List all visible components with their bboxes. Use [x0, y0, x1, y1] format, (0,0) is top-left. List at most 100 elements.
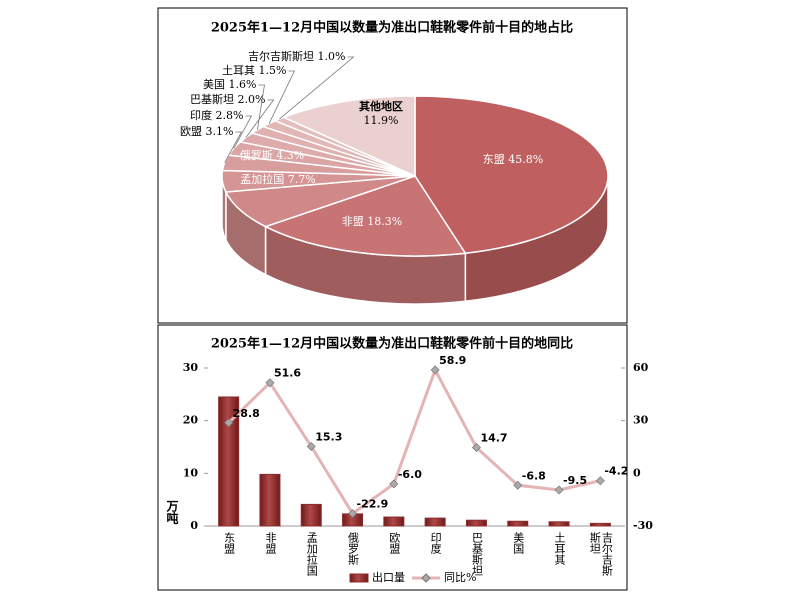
y2-tick-label: 60: [633, 361, 649, 374]
chart-title: 2025年1—12月中国以数量为准出口鞋靴零件前十目的地占比: [211, 20, 573, 36]
pie-label-group: 东盟 45.8%: [483, 153, 543, 166]
pie-value-label: 1.6%: [229, 78, 257, 91]
bar: [300, 503, 322, 527]
x-tick-label: 吉尔吉斯斯坦: [588, 532, 614, 576]
pie-label: 吉尔吉斯斯坦: [248, 49, 314, 63]
bar: [383, 516, 405, 527]
pie-label: 非盟: [342, 215, 364, 228]
leader-line: [268, 70, 296, 124]
leader-line: [257, 84, 265, 130]
legend-label: 出口量: [372, 570, 405, 584]
y-tick-label: 20: [183, 414, 199, 427]
legend-swatch: [349, 573, 369, 583]
y-tick-label: 0: [190, 519, 198, 532]
y-tick-label: 10: [183, 466, 199, 479]
x-tick-label: 土耳其: [553, 532, 567, 565]
x-tick-label: 巴基斯坦: [470, 532, 484, 576]
pie-slice: [281, 95, 416, 178]
data-label: 15.3: [315, 430, 342, 443]
data-label: 58.9: [439, 354, 466, 367]
pie-label-group: 美国 1.6%: [203, 78, 256, 91]
x-tick-label: 欧盟: [387, 532, 401, 554]
x-tick-label: 孟加拉国: [305, 532, 319, 576]
pie-label-group: 非盟 18.3%: [342, 215, 402, 228]
x-tick-label: 东盟: [222, 532, 236, 554]
marker: [224, 418, 234, 428]
pie-value-label: 3.1%: [206, 125, 234, 138]
bar: [465, 519, 487, 527]
bar: [218, 396, 240, 527]
pie-label-group: 俄罗斯 4.3%: [240, 149, 304, 162]
marker: [513, 480, 523, 490]
x-tick-label: 俄罗斯: [346, 532, 360, 565]
marker: [430, 365, 440, 375]
pie-label: 土耳其: [222, 64, 255, 77]
pie-label: 欧盟: [180, 125, 202, 138]
pie-label-group: 吉尔吉斯斯坦 1.0%: [248, 49, 345, 63]
pie-value-label: 11.9%: [364, 114, 399, 127]
pie-value-label: 2.0%: [238, 93, 266, 106]
bar: [548, 521, 570, 527]
marker: [389, 479, 399, 489]
marker: [265, 378, 275, 388]
marker: [595, 476, 605, 486]
bar: [589, 522, 611, 527]
marker: [471, 443, 481, 453]
data-label: -9.5: [563, 474, 587, 487]
chart-title: 2025年1—12月中国以数量为准出口鞋靴零件前十目的地同比: [211, 336, 573, 352]
data-label: -22.9: [357, 498, 389, 511]
x-tick-label: 非盟: [263, 532, 277, 554]
panel-border: [157, 324, 628, 591]
leader-line: [245, 99, 275, 138]
pie-label: 俄罗斯: [240, 149, 273, 162]
x-tick-label: 印度: [429, 532, 443, 554]
pie-value-label: 4.3%: [276, 149, 304, 162]
data-label: 28.8: [233, 407, 260, 420]
pie-label-group: 土耳其 1.5%: [222, 64, 286, 77]
y-axis-label: 万吨: [165, 500, 179, 524]
leader-line: [233, 115, 253, 149]
data-label: 14.7: [480, 432, 507, 445]
data-label: -4.2: [604, 465, 628, 478]
data-label: 51.6: [274, 367, 301, 380]
pie-value-label: 1.5%: [259, 64, 287, 77]
line: [227, 366, 601, 516]
legend-label: 同比%: [444, 571, 476, 584]
pie-label-group: 孟加拉国 7.7%: [240, 172, 315, 186]
pie-slice: [414, 95, 609, 255]
pie-slice: [263, 175, 467, 257]
pie-label-group: 巴基斯坦 2.0%: [190, 92, 265, 106]
leader-line: [279, 56, 355, 120]
leader-line: [224, 131, 243, 163]
legend-swatch: [421, 573, 431, 583]
bar: [507, 520, 529, 527]
y2-tick-label: 30: [633, 414, 649, 427]
y-tick-label: 30: [183, 361, 199, 374]
pie-value-label: 7.7%: [288, 173, 316, 186]
pie-label-group: 印度 2.8%: [190, 108, 243, 122]
pie-value-label: 2.8%: [216, 109, 244, 122]
marker: [348, 509, 358, 519]
data-label: -6.0: [398, 468, 422, 481]
data-label: -6.8: [522, 469, 546, 482]
pie-value-label: 1.0%: [318, 50, 346, 63]
panel-border: [157, 7, 628, 324]
pie-label-group: 欧盟 3.1%: [180, 125, 233, 138]
marker: [554, 485, 564, 495]
pie-value-label: 18.3%: [367, 215, 402, 228]
pie-label: 巴基斯坦: [190, 92, 234, 106]
pie-label: 孟加拉国: [240, 172, 284, 186]
bar: [424, 517, 446, 527]
pie-label: 印度: [190, 108, 212, 122]
x-tick-label: 美国: [511, 532, 525, 554]
y2-tick-label: 0: [633, 466, 641, 479]
pie-value-label: 45.8%: [508, 153, 543, 166]
pie-label: 东盟: [483, 153, 505, 166]
bar: [259, 473, 281, 527]
marker: [306, 441, 316, 451]
pie-label: 美国: [203, 78, 225, 91]
y2-tick-label: -30: [633, 519, 653, 532]
pie-label: 其他地区: [359, 99, 403, 113]
